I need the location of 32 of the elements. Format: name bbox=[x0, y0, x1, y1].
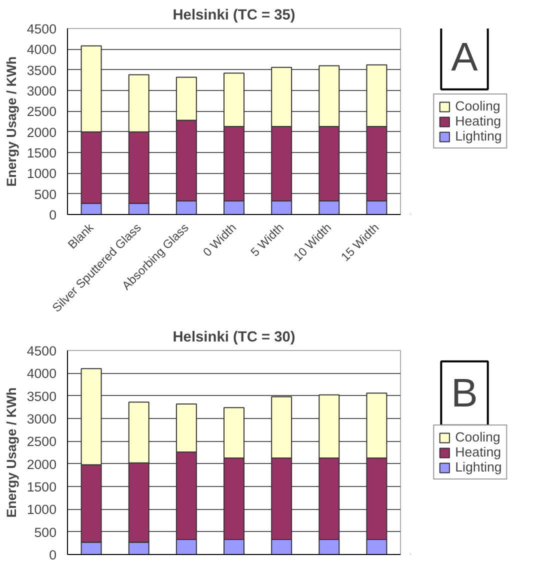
y-tick-label: 1000 bbox=[26, 166, 57, 182]
y-axis-title: Energy Usage / KWh bbox=[4, 56, 19, 187]
y-tick-label: 3000 bbox=[26, 84, 57, 98]
legend-label: Heating bbox=[455, 114, 502, 128]
y-axis-title: Energy Usage / KWh bbox=[4, 387, 19, 518]
y-tick-label: 2500 bbox=[26, 104, 57, 120]
y-tick-label: 2500 bbox=[26, 434, 57, 450]
y-tick-label: 0 bbox=[49, 208, 57, 222]
chart-title: Helsinki (TC = 35) bbox=[172, 8, 296, 24]
y-tick-label: 1500 bbox=[26, 480, 57, 494]
text: A bbox=[451, 35, 478, 80]
y-tick-label: 4500 bbox=[26, 22, 57, 36]
y-tick-label: 0 bbox=[49, 548, 57, 562]
legend-label: Lighting bbox=[455, 128, 502, 144]
y-tick-label: 4000 bbox=[26, 42, 57, 58]
y-tick-label: 2000 bbox=[26, 456, 57, 472]
y-tick-label: 3500 bbox=[26, 388, 57, 404]
y-tick-label: 4500 bbox=[26, 344, 57, 358]
y-tick-label: 4000 bbox=[26, 366, 57, 382]
legend-label: Cooling bbox=[455, 430, 500, 444]
y-tick-label: 500 bbox=[34, 186, 57, 202]
y-tick-label: 2000 bbox=[26, 124, 57, 140]
legend-label: Heating bbox=[455, 444, 502, 460]
chart-title: Helsinki (TC = 30) bbox=[172, 330, 296, 346]
y-tick-label: 1500 bbox=[26, 146, 57, 160]
y-tick-label: 3500 bbox=[26, 62, 57, 78]
y-tick-label: 1000 bbox=[26, 502, 57, 518]
legend-label: Cooling bbox=[455, 98, 500, 114]
text: B bbox=[451, 371, 478, 416]
legend-label: Lighting bbox=[455, 460, 502, 474]
y-tick-label: 500 bbox=[34, 524, 57, 540]
y-tick-label: 3000 bbox=[26, 412, 57, 426]
